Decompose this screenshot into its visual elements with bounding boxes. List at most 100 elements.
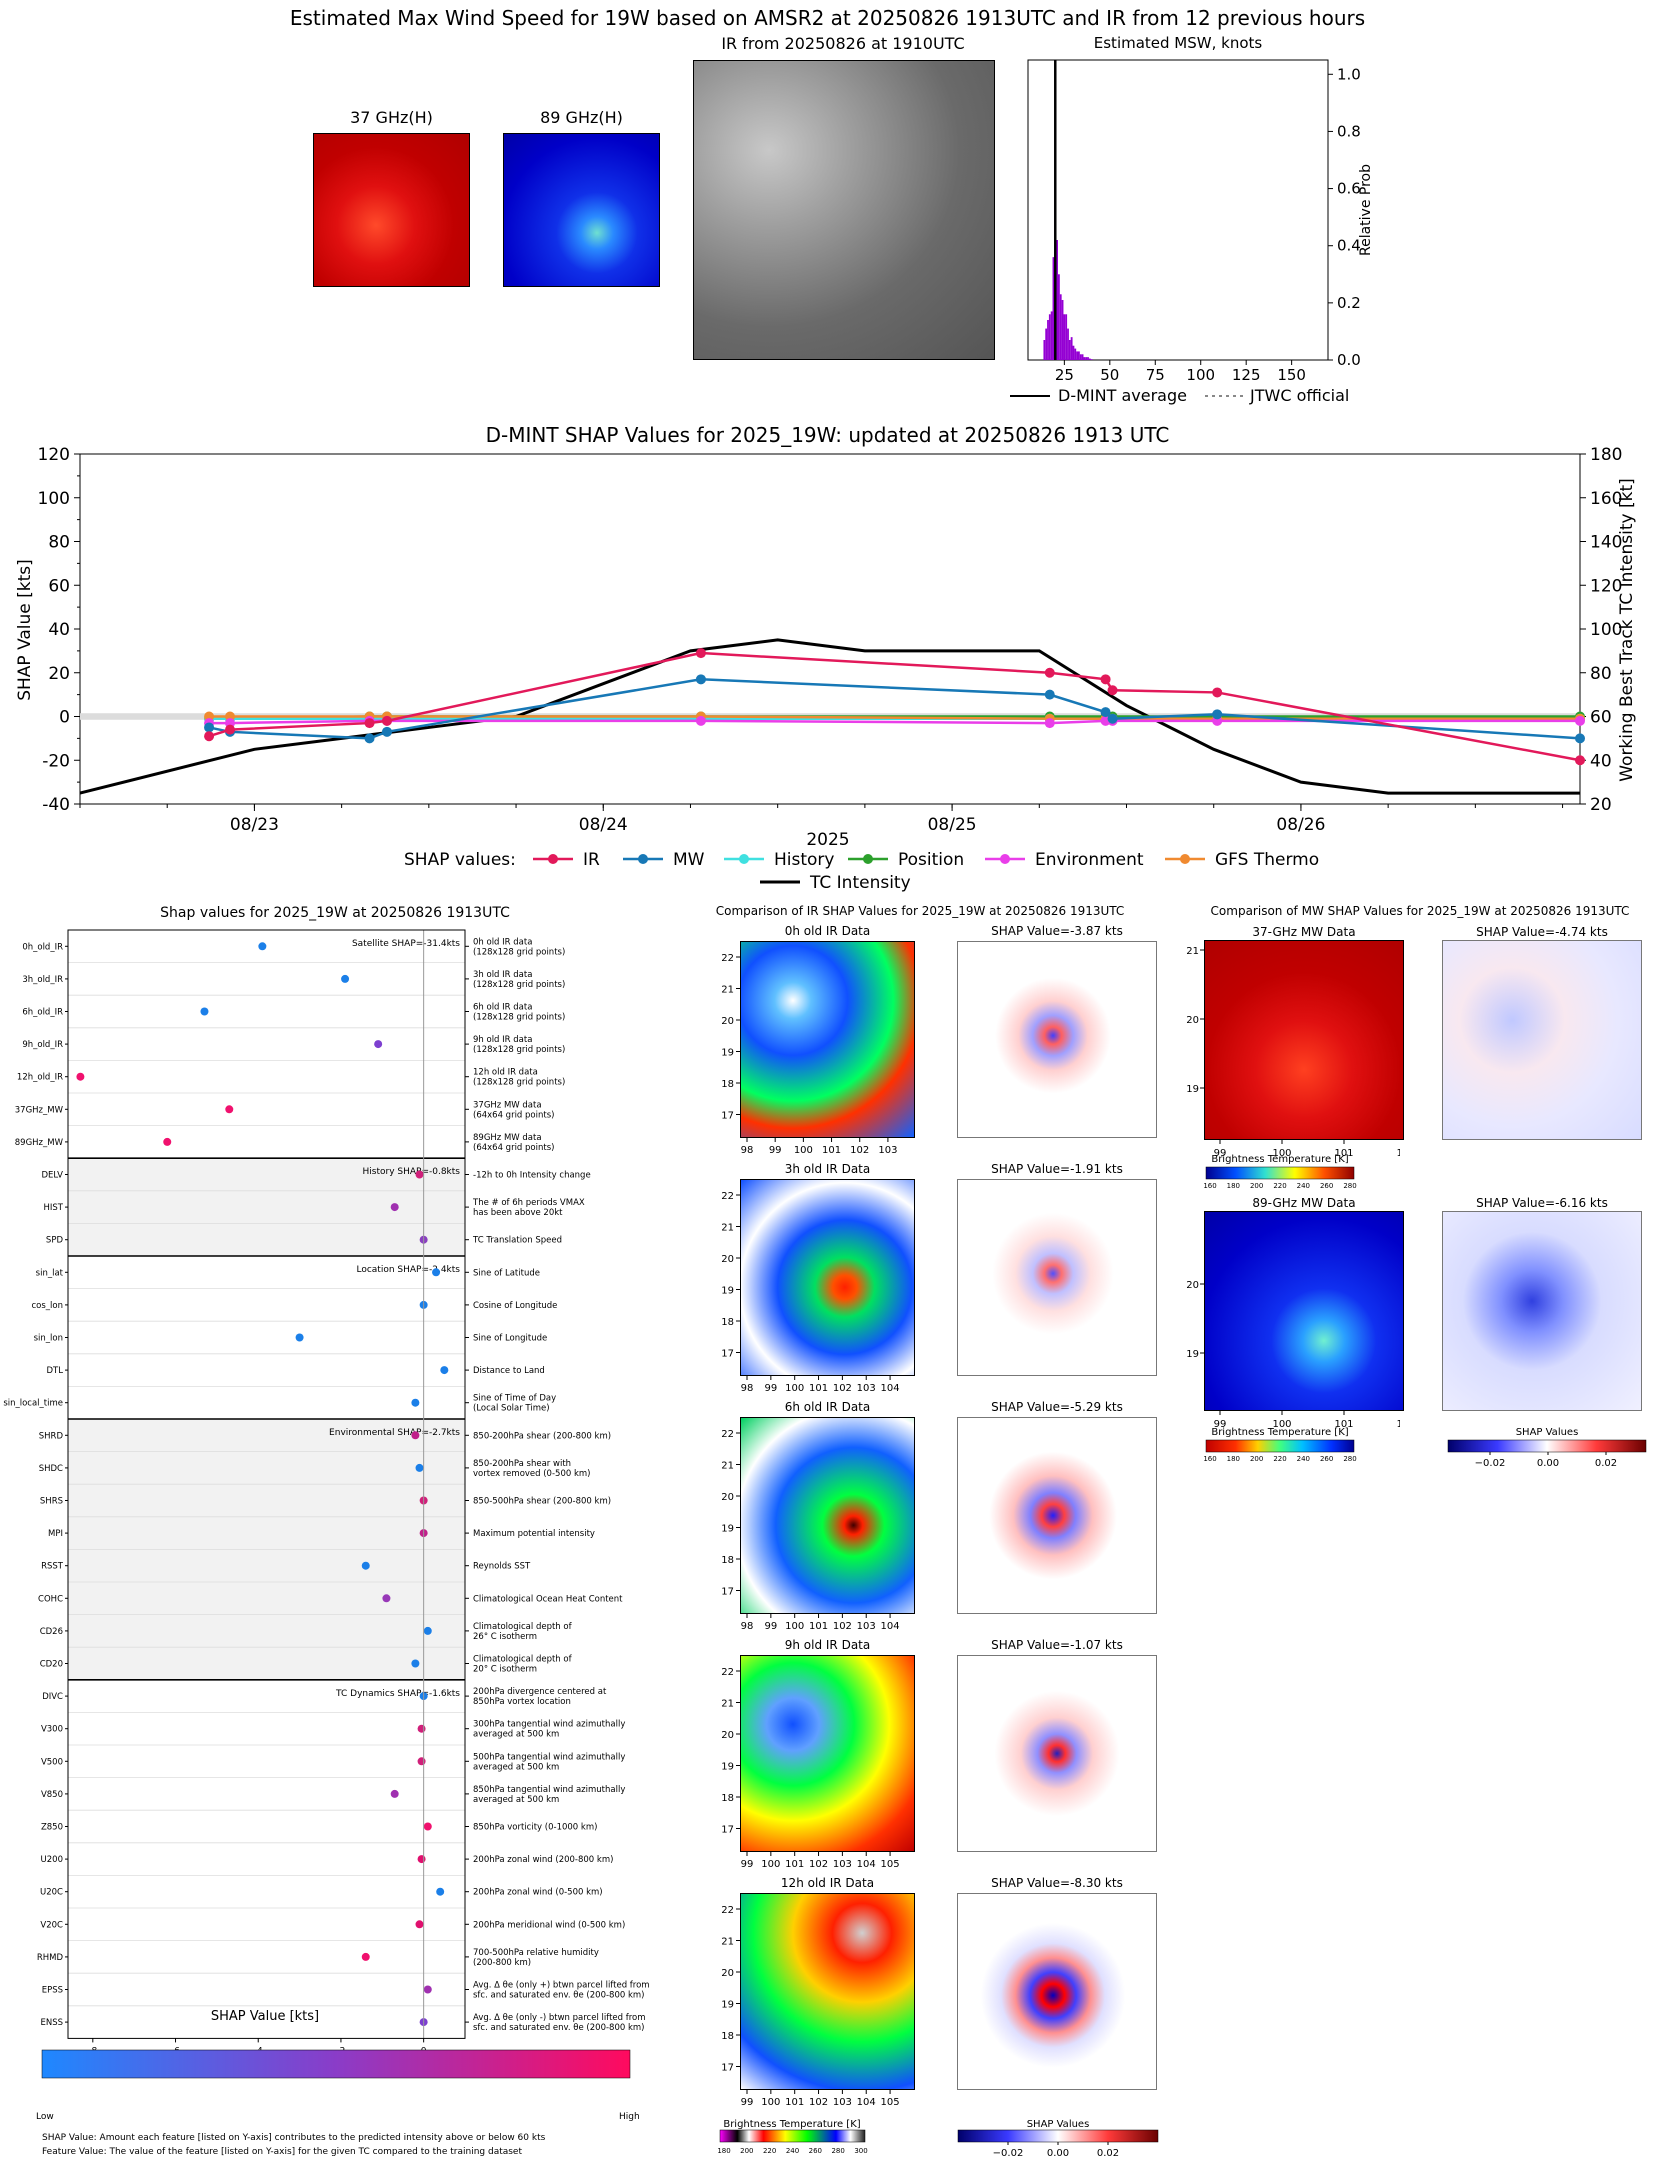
feature-name: sin_local_time	[3, 1399, 63, 1409]
ts-ytick-left-label: 20	[48, 664, 70, 684]
ir-xtick-label: 103	[857, 1383, 876, 1394]
ir-ytick-label: 22	[721, 1905, 734, 1916]
legend-label: History	[774, 850, 834, 870]
mw89-cbar-tick: 200	[1250, 1455, 1263, 1463]
feature-name: SHDC	[39, 1464, 63, 1474]
ts-ytick-left-label: 40	[48, 620, 70, 640]
feature-name: COHC	[38, 1594, 63, 1604]
feature-desc: (64x64 grid points)	[473, 1110, 554, 1120]
feature-name: HIST	[44, 1203, 64, 1213]
feature-point	[436, 1887, 445, 1896]
ir-xtick-label: 101	[822, 1145, 841, 1156]
ts-ytick-left-label: 60	[48, 576, 70, 596]
ir-ytick-label: 22	[721, 1429, 734, 1440]
series-point-ir	[1575, 755, 1585, 766]
feature-point	[417, 1757, 426, 1766]
series-line-ir	[208, 651, 1581, 762]
feature-desc: 200hPa meridional wind (0-500 km)	[473, 1920, 625, 1930]
ts-xtick-label: 08/25	[928, 815, 977, 835]
feature-point	[417, 1855, 426, 1864]
ts-ytick-right-label: 20	[1590, 795, 1612, 815]
feature-desc: (128x128 grid points)	[473, 947, 565, 957]
msw-bar	[1072, 345, 1075, 360]
feature-desc: sfc. and saturated env. θe (200-800 km)	[473, 2023, 645, 2033]
msw-bar	[1063, 314, 1066, 360]
mw-data-axes: 21 20 19 99 100 101 102	[1186, 946, 1400, 1159]
ir-cbar-tick: 300	[854, 2147, 867, 2155]
feature-point	[423, 1985, 432, 1994]
feature-point	[382, 1594, 391, 1603]
ir-shap-tick-label: 0.02	[1097, 2148, 1119, 2158]
series-point-ir	[204, 731, 215, 742]
mw-colorbars: Brightness Temperature [K] 160 180 200 220 2…	[1203, 1154, 1647, 1469]
msw-xtick-label: 150	[1277, 366, 1306, 384]
msw-ytick-label: 0.0	[1337, 351, 1361, 369]
ir-ytick-label: 20	[721, 1730, 734, 1741]
msw-xtick-label: 75	[1146, 366, 1165, 384]
features-xlabel: SHAP Value [kts]	[211, 2009, 319, 2024]
ts-xtick-label: 08/24	[579, 815, 628, 835]
mw-shap-image	[1442, 1211, 1642, 1411]
legend-marker	[1180, 854, 1190, 864]
feature-name: 0h_old_IR	[22, 942, 63, 952]
series-point-mw	[204, 722, 215, 733]
ts-ytick-right-label: 160	[1590, 489, 1622, 509]
legend-jtwc: JTWC official	[1249, 386, 1349, 405]
series-point-environment	[1044, 718, 1055, 729]
msw-bar	[1078, 351, 1080, 360]
msw-ytick-label: 0.8	[1337, 122, 1361, 140]
legend-label: Environment	[1035, 850, 1144, 870]
mw37-cbar-tick: 240	[1297, 1182, 1310, 1190]
feature-point	[423, 1626, 432, 1635]
ir-ytick-label: 17	[721, 1111, 734, 1122]
ir-shap-title: SHAP Value=-1.91 kts	[991, 1162, 1123, 1176]
ir-ytick-label: 17	[721, 2063, 734, 2074]
panel-37-title: 37 GHz(H)	[350, 108, 433, 127]
mw-shap-image	[1442, 940, 1642, 1140]
ts-ytick-left-label: 80	[48, 533, 70, 553]
mw-shap-tick-label: 0.00	[1537, 1458, 1559, 1469]
msw-ytick-label: 1.0	[1337, 65, 1361, 83]
feature-point	[361, 1952, 370, 1961]
ir-data-axes: 22 21 20 19 18 17 98 99 100 101 102 103 104	[721, 1429, 900, 1632]
mw-data-title: 37-GHz MW Data	[1252, 925, 1356, 939]
legend-label: MW	[673, 850, 705, 870]
mw89-cbar-tick: 280	[1343, 1455, 1356, 1463]
feature-desc: Avg. Δ θe (only -) btwn parcel lifted fr…	[473, 2013, 646, 2023]
msw-xtick-label: 100	[1186, 366, 1215, 384]
ts-ytick-left-label: -20	[42, 751, 70, 771]
ir-ytick-label: 19	[721, 2000, 734, 2011]
ir-cbar-tick: 240	[786, 2147, 799, 2155]
series-line-mw	[208, 678, 1581, 740]
ir-xtick-label: 104	[881, 1383, 900, 1394]
feature-point	[390, 1203, 399, 1212]
ir-xtick-label: 104	[857, 2097, 876, 2108]
feature-name: 37GHz_MW	[15, 1105, 64, 1115]
series-line-gfs-thermo	[209, 715, 1580, 720]
mw-shap-cbar	[1447, 1439, 1647, 1453]
mw-xtick-label: 102	[1396, 1419, 1400, 1430]
mw37-cbar-tick: 280	[1343, 1182, 1356, 1190]
ts-legend: SHAP values: IR MW History Position Environm…	[404, 850, 1319, 893]
ir-xtick-label: 104	[881, 1621, 900, 1632]
feature-name: SHRS	[40, 1497, 63, 1507]
feature-desc: (64x64 grid points)	[473, 1143, 554, 1153]
ir-ytick-label: 21	[721, 985, 734, 996]
mw89-cbar-tick: 240	[1297, 1455, 1310, 1463]
mw-shap-title: SHAP Value=-6.16 kts	[1476, 1196, 1608, 1210]
ir-xtick-label: 103	[878, 1145, 897, 1156]
msw-bar	[1059, 294, 1062, 360]
feature-desc: 500hPa tangential wind azimuthally	[473, 1752, 625, 1762]
legend-tc-label: TC Intensity	[809, 873, 911, 893]
feature-name: V850	[41, 1790, 63, 1800]
ir-xtick-label: 105	[881, 2097, 900, 2108]
feature-name: Z850	[41, 1823, 63, 1833]
ir-colorbars: Brightness Temperature [K] 180 200 220 240 2…	[717, 2119, 1159, 2158]
feature-point	[415, 1463, 424, 1472]
feature-desc: 850hPa vorticity (0-1000 km)	[473, 1823, 597, 1833]
legend-marker	[863, 854, 873, 864]
feature-point	[200, 1007, 209, 1016]
group-label: TC Dynamics SHAP=-1.6kts	[335, 1689, 460, 1699]
msw-bar	[1088, 358, 1091, 360]
ir-ytick-label: 19	[721, 1286, 734, 1297]
